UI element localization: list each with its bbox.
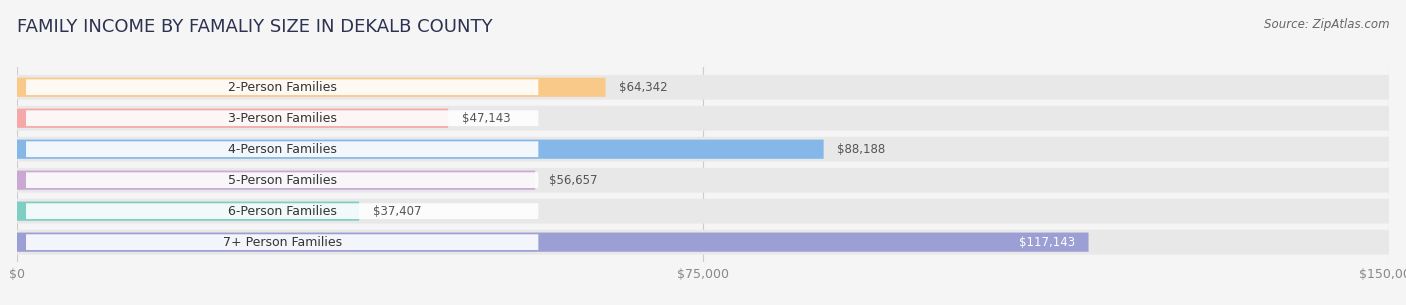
- Text: 2-Person Families: 2-Person Families: [228, 81, 336, 94]
- Text: 7+ Person Families: 7+ Person Families: [222, 236, 342, 249]
- FancyBboxPatch shape: [17, 109, 449, 128]
- Text: $56,657: $56,657: [548, 174, 598, 187]
- Text: $117,143: $117,143: [1019, 236, 1074, 249]
- FancyBboxPatch shape: [17, 78, 606, 97]
- Text: FAMILY INCOME BY FAMALIY SIZE IN DEKALB COUNTY: FAMILY INCOME BY FAMALIY SIZE IN DEKALB …: [17, 18, 492, 36]
- FancyBboxPatch shape: [17, 140, 824, 159]
- FancyBboxPatch shape: [17, 199, 1389, 224]
- Text: 3-Person Families: 3-Person Families: [228, 112, 336, 125]
- FancyBboxPatch shape: [27, 79, 538, 95]
- Text: $64,342: $64,342: [619, 81, 668, 94]
- FancyBboxPatch shape: [27, 172, 538, 188]
- Text: $88,188: $88,188: [838, 143, 886, 156]
- Text: 4-Person Families: 4-Person Families: [228, 143, 336, 156]
- Text: 5-Person Families: 5-Person Families: [228, 174, 336, 187]
- FancyBboxPatch shape: [27, 203, 538, 219]
- FancyBboxPatch shape: [27, 234, 538, 250]
- FancyBboxPatch shape: [17, 170, 536, 190]
- FancyBboxPatch shape: [27, 141, 538, 157]
- FancyBboxPatch shape: [17, 202, 359, 221]
- FancyBboxPatch shape: [17, 106, 1389, 131]
- FancyBboxPatch shape: [17, 168, 1389, 192]
- FancyBboxPatch shape: [17, 137, 1389, 162]
- FancyBboxPatch shape: [17, 75, 1389, 100]
- FancyBboxPatch shape: [27, 110, 538, 126]
- Text: $47,143: $47,143: [463, 112, 510, 125]
- Text: Source: ZipAtlas.com: Source: ZipAtlas.com: [1264, 18, 1389, 31]
- FancyBboxPatch shape: [17, 230, 1389, 255]
- Text: $37,407: $37,407: [373, 205, 422, 218]
- Text: 6-Person Families: 6-Person Families: [228, 205, 336, 218]
- FancyBboxPatch shape: [17, 232, 1088, 252]
